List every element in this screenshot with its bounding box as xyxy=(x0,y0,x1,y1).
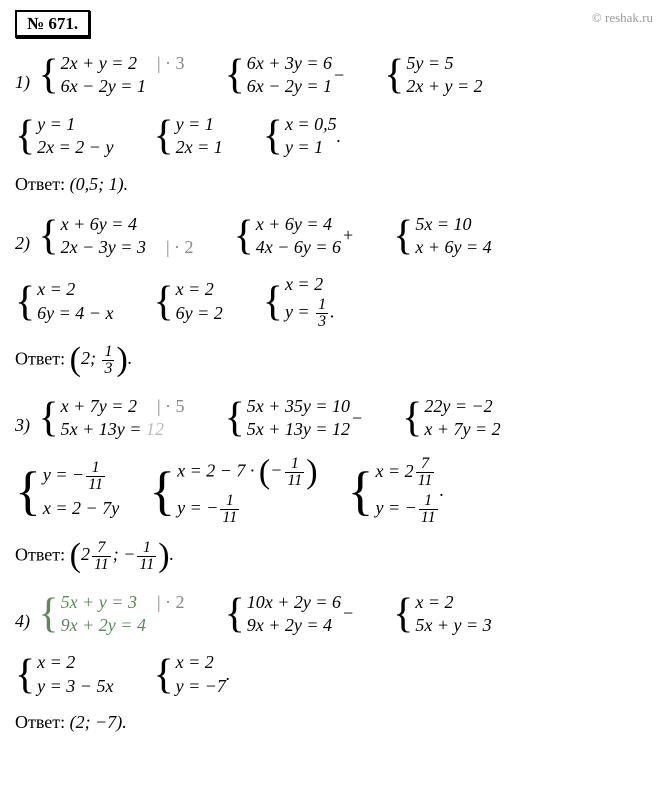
p4-answer: Ответ: (2; −7). xyxy=(15,712,653,733)
problem-number: № 671. xyxy=(15,10,90,38)
p1-row1: 1) { 2x + y = 2| · 3 6x − 2y = 1 { 6x + … xyxy=(15,52,653,99)
p1-system2: { 6x + 3y = 6 6x − 2y = 1 − xyxy=(225,52,345,99)
p2-answer: Ответ: (2; 13). xyxy=(15,344,653,377)
p1-row2: { y = 1 2x = 2 − y { y = 1 2x = 1 { x = … xyxy=(15,113,653,160)
p1-system1: { 2x + y = 2| · 3 6x − 2y = 1 xyxy=(39,52,185,99)
p3-number: 3) xyxy=(15,415,30,435)
problem-header: № 671. © reshak.ru xyxy=(15,10,653,38)
p2-row2: { x = 2 6y = 4 − x { x = 2 6y = 2 { x = … xyxy=(15,273,653,329)
p1-system3: { 5y = 5 2x + y = 2 xyxy=(384,52,482,99)
p3-row1: 3) { x + 7y = 2| · 5 5x + 13y = 12 { 5x … xyxy=(15,395,653,442)
p1-answer: Ответ: (0,5; 1). xyxy=(15,174,653,195)
copyright: © reshak.ru xyxy=(592,10,653,26)
p2-number: 2) xyxy=(15,233,30,253)
p1-number: 1) xyxy=(15,72,30,92)
p4-row1: 4) { 5x + y = 3| · 2 9x + 2y = 4 { 10x +… xyxy=(15,591,653,638)
p2-row1: 2) { x + 6y = 4 2x − 3y = 3| · 2 { x + 6… xyxy=(15,213,653,260)
p4-row2: { x = 2 y = 3 − 5x { x = 2 y = −7 . xyxy=(15,651,653,698)
p3-row2: { y = −111 x = 2 − 7y { x = 2 − 7 · (−11… xyxy=(15,456,653,526)
p4-number: 4) xyxy=(15,611,30,631)
p3-answer: Ответ: (2711; −111). xyxy=(15,540,653,573)
